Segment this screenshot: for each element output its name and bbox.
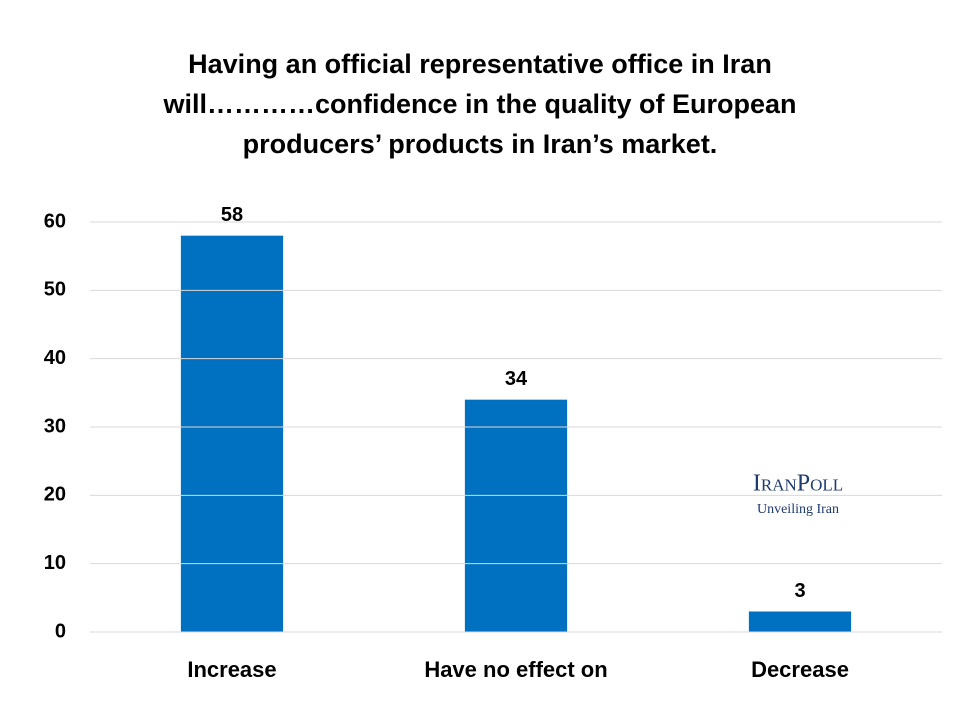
watermark-name: IranPoll <box>753 471 843 497</box>
watermark-tagline: Unveiling Iran <box>757 502 839 517</box>
y-tick-label: 30 <box>44 415 66 437</box>
x-tick-label: Have no effect on <box>424 657 607 682</box>
chart-title: Having an official representative office… <box>163 49 797 159</box>
y-tick-label: 60 <box>44 210 66 232</box>
y-tick-label: 50 <box>44 279 66 301</box>
bar <box>180 235 284 632</box>
x-tick-label: Decrease <box>751 657 849 682</box>
x-tick-label: Increase <box>187 657 276 682</box>
bar <box>464 399 568 632</box>
bar <box>748 611 852 632</box>
y-tick-label: 0 <box>55 620 66 642</box>
value-label: 58 <box>221 204 243 226</box>
value-label: 3 <box>794 580 805 602</box>
y-tick-label: 20 <box>44 484 66 506</box>
value-label: 34 <box>505 368 528 390</box>
y-tick-label: 40 <box>44 347 66 369</box>
y-tick-label: 10 <box>44 552 66 574</box>
